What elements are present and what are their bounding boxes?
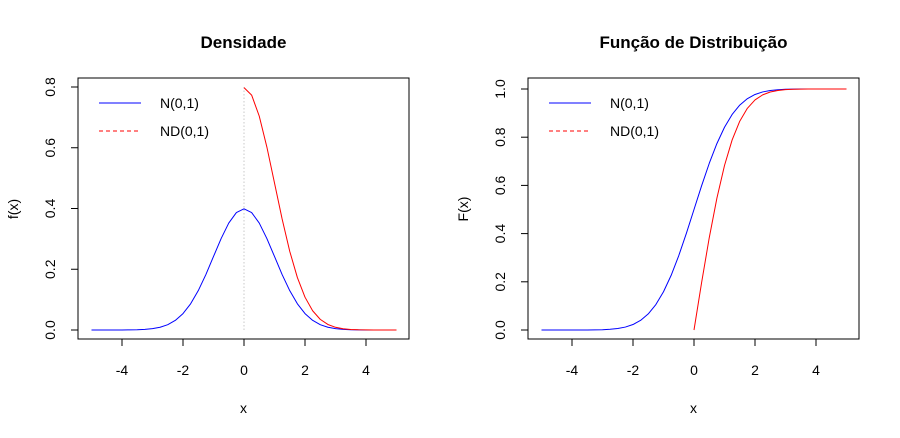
x-tick-label: 0 <box>690 362 698 378</box>
series-line-ND(0,1) <box>243 87 397 331</box>
panel-1: Densidade -4 -2 0 2 4 0.0 0.2 0.4 0.6 0.8 x f(x) N(0,… <box>5 33 410 416</box>
plot-box <box>527 77 860 340</box>
y-tick-label: 0.6 <box>42 138 58 158</box>
chart-title: Função de Distribuição <box>600 33 788 52</box>
series-line-N(0,1) <box>541 88 847 331</box>
y-tick-label: 0.0 <box>42 320 58 340</box>
y-tick-label: 0.8 <box>492 127 508 147</box>
y-axis-label: f(x) <box>5 199 21 219</box>
x-tick-label: 0 <box>240 362 248 378</box>
legend-item: ND(0,1) <box>549 123 659 139</box>
plot-box <box>77 77 410 340</box>
y-tick-label: 0.4 <box>492 224 508 244</box>
legend-item: N(0,1) <box>99 95 199 111</box>
legend-label: N(0,1) <box>610 95 649 111</box>
y-tick-label: 0.4 <box>42 199 58 219</box>
x-tick-label: 2 <box>301 362 309 378</box>
x-tick-label: 4 <box>362 362 370 378</box>
x-axis-label: x <box>690 400 697 416</box>
legend-item: N(0,1) <box>549 95 649 111</box>
x-tick-label: 4 <box>812 362 820 378</box>
chart-title: Densidade <box>201 33 287 52</box>
legend-item: ND(0,1) <box>99 123 209 139</box>
legend-label: ND(0,1) <box>160 123 209 139</box>
y-tick-label: 0.6 <box>492 175 508 195</box>
y-tick-label: 0.8 <box>42 77 58 97</box>
y-tick-label: 1.0 <box>492 79 508 99</box>
y-tick-label: 0.2 <box>42 259 58 279</box>
x-tick-label: -2 <box>627 362 640 378</box>
series-line-ND(0,1) <box>693 88 847 331</box>
legend-label: ND(0,1) <box>610 123 659 139</box>
x-tick-label: 2 <box>751 362 759 378</box>
x-axis-label: x <box>240 400 247 416</box>
x-tick-label: -2 <box>177 362 190 378</box>
y-axis-label: F(x) <box>455 197 471 222</box>
series-line-N(0,1) <box>91 208 397 331</box>
x-tick-label: -4 <box>566 362 579 378</box>
panel-2: Função de Distribuição -4 -2 0 2 4 0.0 0.2 0.4 0.… <box>455 33 860 416</box>
legend-label: N(0,1) <box>160 95 199 111</box>
x-tick-label: -4 <box>116 362 129 378</box>
y-tick-label: 0.2 <box>492 272 508 292</box>
y-tick-label: 0.0 <box>492 320 508 340</box>
